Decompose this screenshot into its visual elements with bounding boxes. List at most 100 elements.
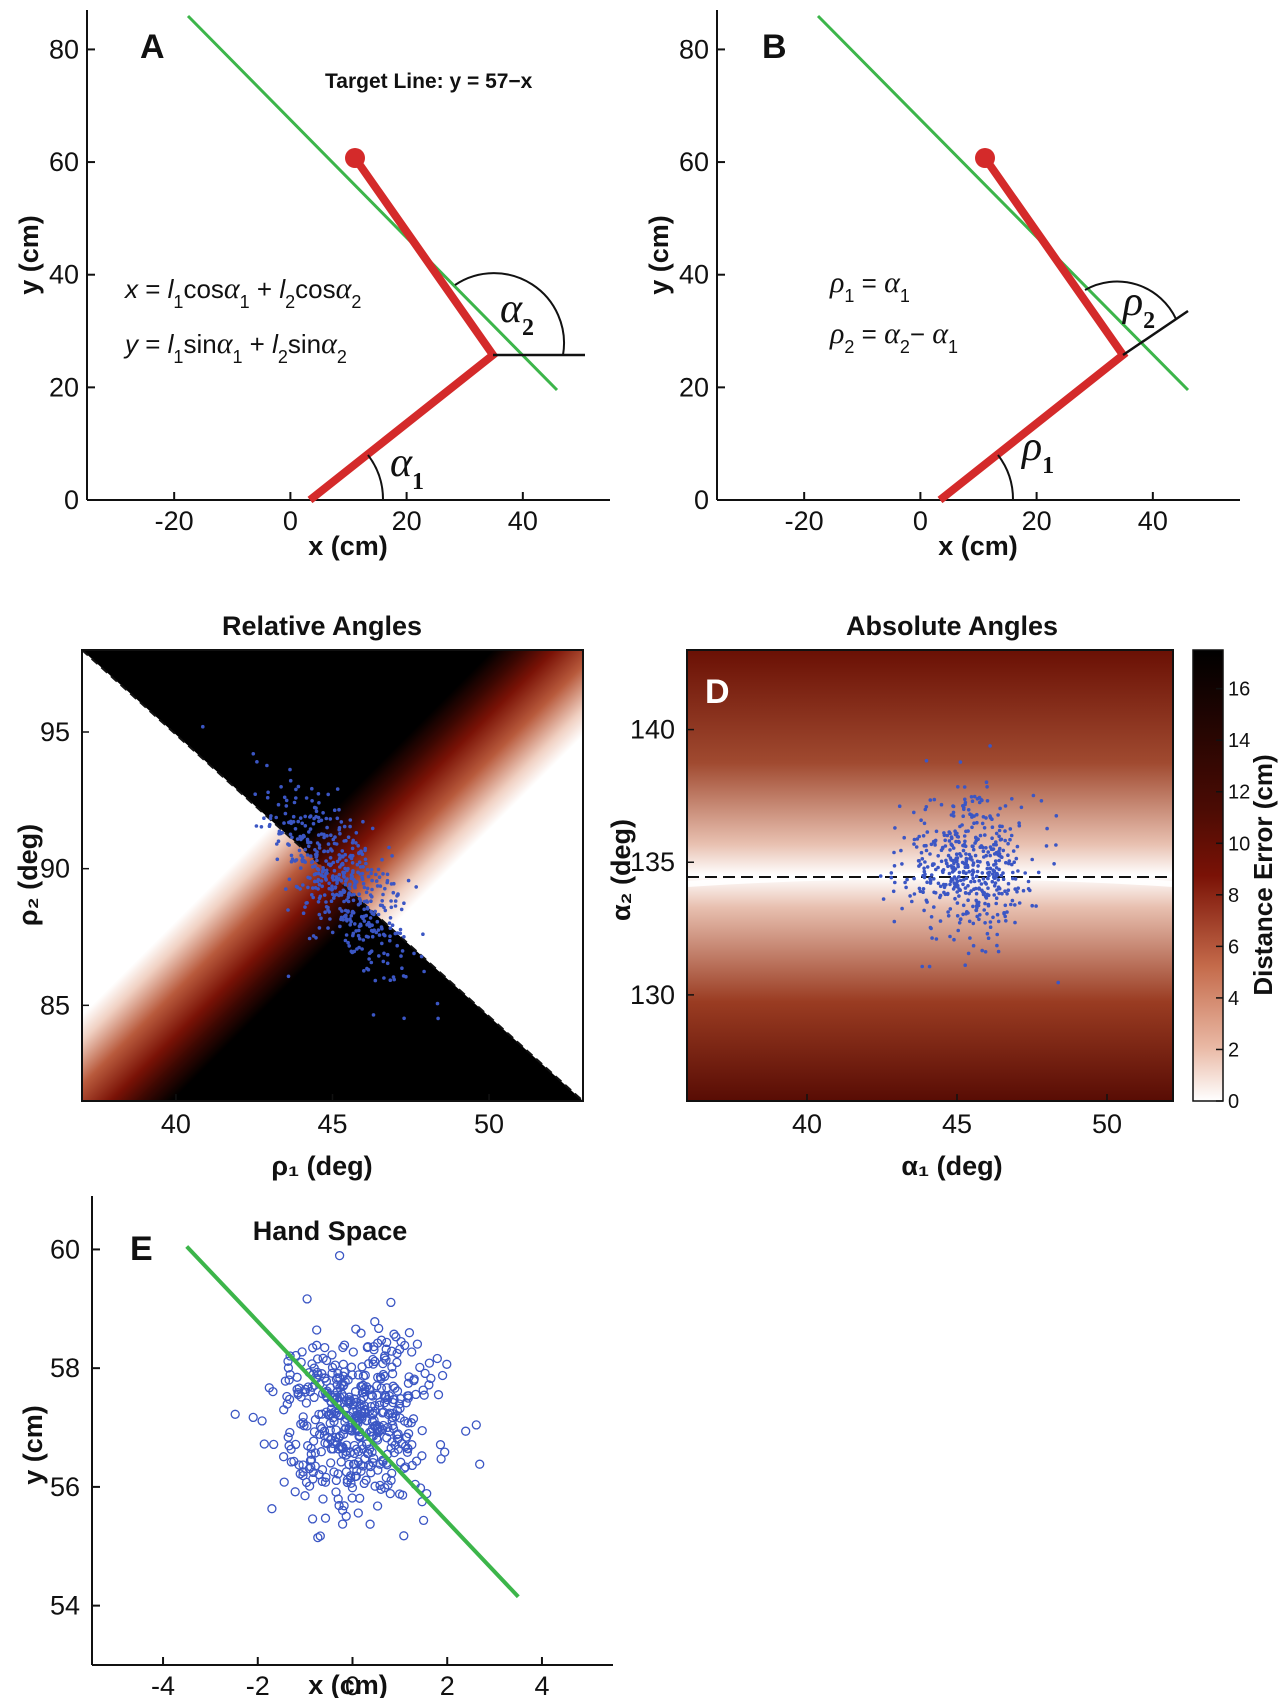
panel-e-scatter-point	[395, 1403, 405, 1414]
panel-d-scatter-point	[923, 807, 928, 812]
panel-c-scatter-point	[314, 872, 318, 876]
panel-e-scatter-point	[340, 1424, 350, 1435]
panel-d-scatter-point	[1009, 833, 1014, 838]
panel-d-scatter-point	[930, 863, 935, 867]
panel-d-scatter-point	[985, 866, 990, 871]
panel-e-scatter-point	[426, 1373, 436, 1384]
panel-d-scatter-point	[921, 834, 926, 838]
panel-c-scatter-point	[310, 786, 314, 791]
panel-c-scatter-point	[303, 824, 308, 828]
panel-d-scatter-point	[966, 829, 970, 833]
panel-d-scatter-point	[997, 891, 1001, 896]
panel-e-scatter-point	[395, 1344, 405, 1355]
panel-e-scatter-point	[326, 1434, 336, 1445]
panel-a-x-tick-label: -20	[155, 506, 194, 536]
panel-c-scatter-point	[338, 924, 342, 929]
panel-e-scatter-point	[338, 1359, 349, 1369]
panel-c-scatter-point	[365, 868, 370, 872]
panel-e-scatter-point	[356, 1395, 366, 1406]
panel-c-scatter-point	[327, 886, 332, 891]
panel-d-scatter-point	[984, 846, 988, 850]
panel-c-scatter-point	[321, 811, 325, 815]
panel-c-scatter-point	[350, 846, 355, 851]
panel-e-scatter-point	[365, 1384, 375, 1395]
panel-c-scatter-point	[314, 806, 318, 810]
panel-d-scatter-point	[912, 876, 916, 881]
panel-c-scatter-point	[395, 894, 399, 898]
panel-c-scatter-point	[339, 820, 344, 824]
panel-e-scatter-point	[278, 1452, 289, 1462]
panel-e-scatter-point	[374, 1397, 385, 1408]
panel-d-scatter-point	[938, 919, 943, 923]
panel-d-scatter-point	[988, 920, 993, 924]
panel-c-scatter-point	[251, 752, 256, 756]
panel-c-scatter-point	[339, 893, 344, 897]
panel-c-scatter-point	[315, 867, 320, 871]
panel-c-scatter-point	[335, 816, 340, 821]
panel-c-scatter-point	[289, 853, 294, 858]
panel-d-x-tick-label: 45	[942, 1109, 972, 1139]
panel-d-scatter-point	[951, 810, 956, 815]
panel-e-scatter-point	[365, 1427, 375, 1437]
panel-c-scatter-point	[300, 859, 305, 864]
panel-c-scatter-point	[316, 871, 321, 876]
panel-e-letter: E	[130, 1230, 153, 1268]
panel-d-scatter-point	[1001, 848, 1006, 853]
panel-c-scatter-point	[347, 886, 352, 891]
panel-c-scatter-point	[352, 949, 357, 954]
panel-a-alpha2-label: α2	[500, 286, 534, 341]
panel-e-scatter-point	[433, 1390, 444, 1400]
panel-c-scatter-point	[389, 882, 394, 886]
panel-d-scatter-point	[922, 869, 927, 874]
panel-c-scatter-point	[280, 830, 285, 835]
panel-e-scatter-point	[302, 1294, 312, 1304]
panel-e-scatter	[230, 1250, 485, 1543]
panel-d-scatter-point	[914, 845, 919, 849]
panel-d-scatter-point	[881, 897, 886, 901]
panel-d-scatter-point	[892, 919, 897, 924]
panel-c-scatter-point	[349, 914, 354, 918]
panel-d-scatter-point	[1003, 804, 1008, 808]
panel-e-scatter-point	[352, 1412, 363, 1423]
panel-d-scatter-point	[993, 859, 998, 863]
panel-c-scatter-point	[376, 867, 381, 872]
panel-d-scatter-point	[972, 794, 977, 799]
colorbar-tick-label: 10	[1228, 833, 1250, 855]
panel-e-scatter-point	[309, 1392, 319, 1403]
panel-e-x-tick-label: 0	[345, 1671, 360, 1698]
panel-c-scatter-point	[358, 899, 363, 903]
panel-d-scatter-point	[950, 843, 954, 848]
panel-e-scatter-point	[306, 1462, 316, 1472]
panel-d-scatter-point	[1030, 857, 1034, 862]
panel-c-scatter-point	[331, 878, 336, 882]
panel-c-scatter-point	[414, 885, 419, 889]
panel-c-scatter-point	[387, 845, 391, 850]
panel-d-frame	[686, 649, 1174, 1102]
panel-d-scatter-point	[962, 834, 967, 838]
panel-c-y-tick-label: 90	[40, 854, 70, 884]
panel-e-scatter-point	[353, 1508, 363, 1518]
panel-e-scatter-point	[373, 1465, 383, 1475]
panel-e-x-label: x (cm)	[308, 1670, 388, 1698]
panel-c-scatter-point	[311, 886, 315, 890]
panel-c-scatter-point	[346, 895, 351, 899]
panel-c-scatter-point	[299, 866, 303, 870]
panel-c-scatter-point	[305, 837, 310, 842]
panel-e-scatter-point	[360, 1370, 370, 1380]
panel-c-scatter-point	[369, 899, 373, 903]
panel-d-scatter-point	[971, 876, 975, 881]
panel-e-scatter-point	[327, 1368, 337, 1378]
panel-c-scatter-point	[389, 905, 394, 910]
panel-c-scatter-point	[364, 899, 369, 903]
panel-d-scatter-point	[932, 877, 936, 881]
panel-e-scatter-point	[318, 1494, 328, 1504]
panel-c-scatter-point	[376, 928, 381, 932]
colorbar-tick-label: 8	[1228, 885, 1239, 907]
panel-e-scatter-point	[399, 1463, 409, 1473]
panel-d-scatter-point	[893, 880, 897, 885]
panel-c-scatter-point	[388, 926, 393, 930]
panel-d-scatter-point	[1010, 898, 1015, 903]
panel-c-scatter-point	[296, 784, 301, 789]
panel-e-scatter-point	[326, 1458, 336, 1468]
panel-d-scatter-point	[986, 876, 990, 881]
